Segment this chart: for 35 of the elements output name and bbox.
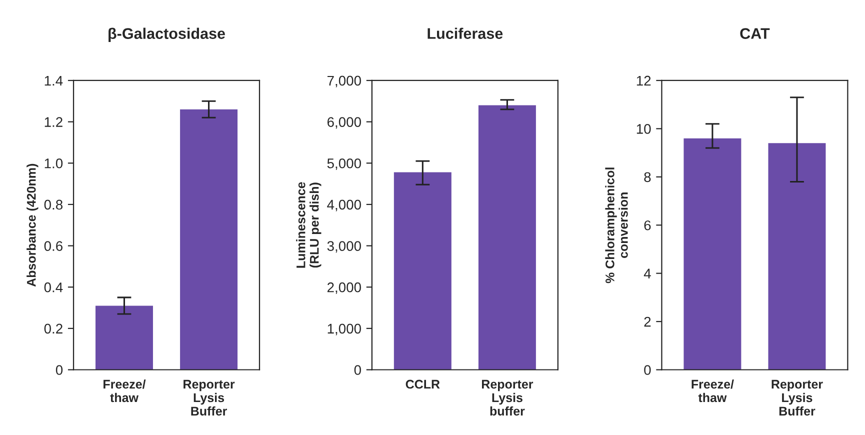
y-tick-label: 6 [644, 220, 651, 230]
y-axis-title: Luminescence (RLU per dish) [296, 182, 322, 268]
y-axis-title: Absorbance (420nm) [26, 164, 38, 287]
y-tick-label: 1,000 [328, 324, 361, 336]
y-tick-label: 7,000 [327, 76, 361, 88]
y-tick-label: 0 [644, 365, 651, 375]
y-tick-label: 2 [644, 316, 651, 327]
y-tick-label: 4 [644, 268, 651, 278]
x-tick-label: Freeze/ thaw [692, 379, 734, 402]
x-tick-label: Reporter Lysis buffer [482, 380, 534, 416]
y-tick-label: 0.2 [44, 324, 62, 334]
y-tick-label: 5,000 [327, 158, 361, 170]
x-tick-label: Reporter Lysis Buffer [772, 380, 823, 416]
y-tick-label: 2,000 [327, 282, 361, 294]
chart-title: CAT [740, 28, 770, 39]
y-tick-label: 0.4 [44, 282, 63, 292]
y-tick-label: 3,000 [327, 241, 361, 253]
y-tick-label: 0 [56, 365, 63, 375]
y-tick-label: 1.4 [44, 76, 63, 86]
y-tick-label: 0.6 [44, 241, 62, 251]
x-tick-label: Reporter Lysis Buffer [184, 380, 235, 416]
y-tick-label: 4,000 [327, 200, 361, 212]
y-tick-label: 12 [636, 76, 651, 86]
chart-title: β-Galactosidase [108, 28, 226, 42]
y-tick-label: 1.0 [44, 158, 63, 168]
y-tick-label: 1.2 [44, 117, 62, 127]
y-tick-label: 10 [636, 124, 651, 134]
y-tick-label: 0.8 [44, 200, 63, 210]
y-tick-label: 8 [644, 172, 651, 182]
chart-title: Luciferase [428, 28, 503, 39]
y-tick-label: 0 [354, 365, 361, 375]
y-tick-label: 6,000 [327, 117, 361, 129]
x-tick-label: Freeze/ thaw [104, 379, 146, 402]
y-axis-title: % Chloramphenicol conversion [605, 168, 628, 284]
x-tick-label: CCLR [406, 380, 440, 389]
